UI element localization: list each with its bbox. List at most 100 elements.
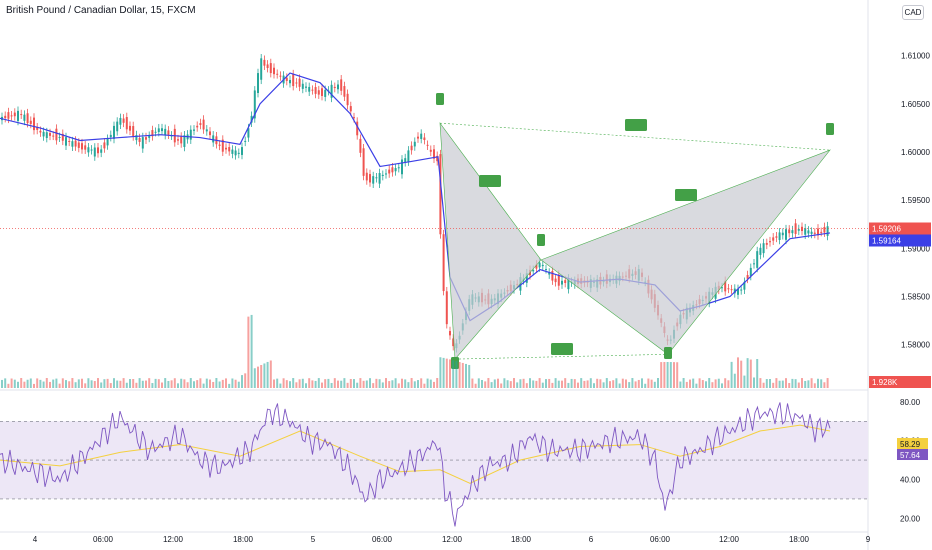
candle-body <box>93 147 96 157</box>
price-tick-label: 1.60500 <box>901 100 930 109</box>
candle-body <box>548 272 551 275</box>
candle-body <box>775 236 778 238</box>
volume-bar <box>161 382 163 388</box>
volume-bar <box>282 378 285 388</box>
volume-bar <box>778 380 781 388</box>
volume-bar <box>317 378 320 388</box>
volume-bar <box>151 383 154 388</box>
candle-body <box>301 83 304 89</box>
candle-body <box>813 232 816 234</box>
candle-body <box>68 140 71 142</box>
candle-body <box>362 148 365 176</box>
candle-body <box>289 79 291 84</box>
volume-bar <box>545 379 547 388</box>
candle-body <box>349 106 352 112</box>
volume-bar <box>698 378 701 388</box>
candle-body <box>532 269 535 272</box>
volume-bar <box>247 316 250 388</box>
volume-bar <box>97 378 99 388</box>
volume-bar <box>625 379 627 388</box>
candle-body <box>212 135 215 143</box>
candle-body <box>17 110 19 121</box>
price-tick-label: 1.60000 <box>901 148 930 157</box>
candle-body <box>135 135 138 141</box>
candle-body <box>177 139 179 141</box>
rsi-ma-tag <box>897 438 928 450</box>
volume-bar <box>81 378 83 388</box>
price-tick-label: 1.58000 <box>901 341 930 350</box>
candle-body <box>138 138 141 142</box>
candle-body <box>426 144 429 146</box>
candle-body <box>225 147 227 150</box>
candle-body <box>241 147 243 155</box>
volume-bar <box>269 360 272 388</box>
volume-bar <box>167 380 170 388</box>
volume-bar <box>26 379 29 388</box>
volume-bar <box>324 379 327 388</box>
volume-bar <box>772 382 775 388</box>
volume-bar <box>327 378 330 388</box>
volume-bar <box>577 382 579 388</box>
candle-body <box>231 149 234 154</box>
candle-body <box>439 154 442 235</box>
candle-body <box>436 155 439 162</box>
volume-bar <box>311 380 314 388</box>
volume-bar <box>759 378 762 388</box>
volume-bar <box>116 380 119 388</box>
volume-bar <box>404 379 407 388</box>
candle-body <box>145 137 147 140</box>
volume-bar <box>516 382 519 388</box>
candle-body <box>202 119 205 130</box>
pattern-ratio-label <box>625 119 647 131</box>
volume-bar <box>177 383 179 388</box>
volume-bar <box>1 379 3 388</box>
volume-bar <box>653 381 656 388</box>
candle-body <box>228 147 231 152</box>
volume-bar <box>225 378 227 388</box>
candle-body <box>205 129 208 132</box>
candle-body <box>346 93 349 106</box>
candle-body <box>538 262 541 268</box>
volume-bar <box>685 381 688 388</box>
volume-bar <box>445 358 448 388</box>
volume-bar <box>727 380 730 388</box>
volume-bar <box>493 379 496 388</box>
currency-button[interactable]: CAD <box>902 5 924 20</box>
rsi-tick-label: 40.00 <box>900 475 921 484</box>
candle-body <box>727 288 730 290</box>
volume-bar <box>87 378 90 388</box>
candle-body <box>132 126 135 137</box>
volume-bar <box>189 378 192 388</box>
volume-bar <box>618 383 621 388</box>
volume-bar <box>433 381 435 388</box>
volume-bar <box>714 379 717 388</box>
candle-body <box>237 152 240 154</box>
volume-bar <box>471 378 474 388</box>
volume-bar <box>801 378 803 388</box>
volume-bar <box>298 379 301 388</box>
volume-bar <box>532 380 535 388</box>
pattern-triangle-xab <box>439 122 542 360</box>
volume-bar <box>673 362 675 388</box>
candle-body <box>81 143 83 150</box>
volume-bar <box>103 379 106 388</box>
volume-bar <box>513 378 515 388</box>
candle-body <box>769 241 771 243</box>
volume-bar <box>717 378 720 388</box>
candle-body <box>49 133 51 136</box>
candle-body <box>807 230 810 234</box>
volume-bar <box>785 378 787 388</box>
volume-bar <box>669 362 672 388</box>
pattern-triangle-bcd <box>540 149 831 355</box>
candle-body <box>13 112 16 117</box>
volume-bar <box>660 362 663 388</box>
candle-body <box>311 89 314 91</box>
candle-body <box>23 114 26 121</box>
volume-bar <box>321 382 323 388</box>
volume-bar <box>119 380 122 388</box>
volume-bar <box>193 381 195 388</box>
candle-body <box>45 132 48 139</box>
candle-body <box>356 121 359 136</box>
volume-bar <box>180 378 183 388</box>
